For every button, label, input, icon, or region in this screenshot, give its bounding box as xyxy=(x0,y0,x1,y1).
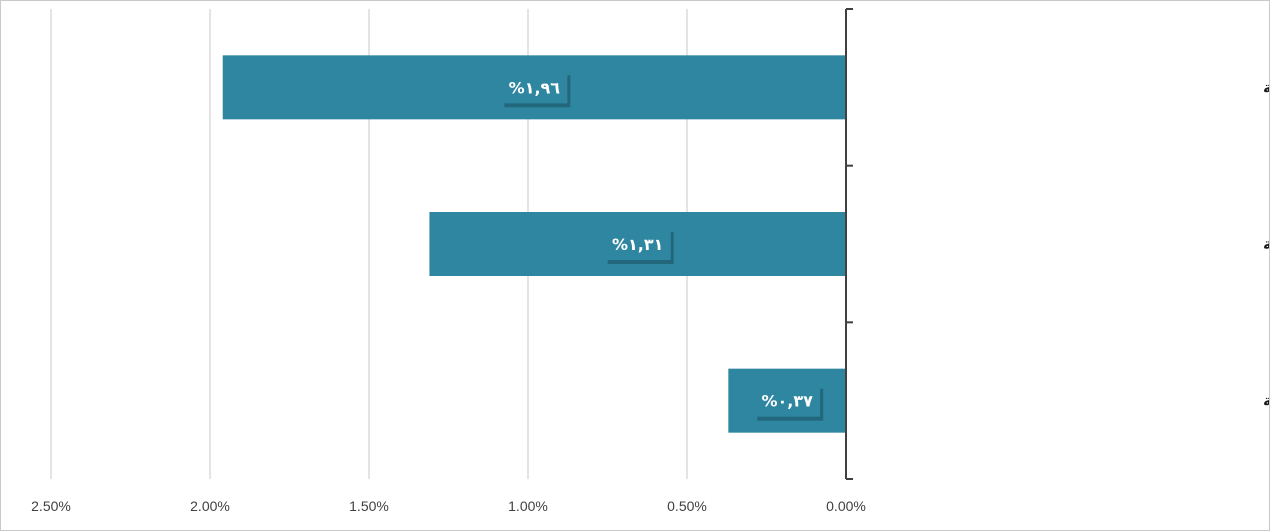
data-label-text: %١,٣١ xyxy=(612,235,663,254)
x-tick-label: 0.00% xyxy=(826,498,866,514)
x-tick-label: 0.50% xyxy=(667,498,707,514)
data-label-text: %١,٩٦ xyxy=(509,78,561,97)
category-labels: تجارة التجزئة، باستثناء المركبات ذات الم… xyxy=(1263,78,1269,409)
data-label: %١,٩٦ xyxy=(501,71,571,108)
x-tick-label: 2.00% xyxy=(190,498,230,514)
data-label-box xyxy=(604,228,671,260)
x-tick-label: 1.00% xyxy=(508,498,548,514)
data-label-box xyxy=(754,384,821,417)
x-tick-label: 1.50% xyxy=(349,498,389,514)
bars: %١,٩٦ %١,٣١ %٠,٣٧ xyxy=(222,55,847,433)
category-label: تجارة التجزئة، باستثناء المركبات ذات الم… xyxy=(1263,78,1269,96)
data-label-box xyxy=(501,71,568,104)
category-label: تجارة الجملة، باستثناء المركبات ذات المح… xyxy=(1263,235,1269,253)
category-label: بيع وإصلاح المركبات ذات المحركات والدراج… xyxy=(1263,392,1269,410)
x-axis-tick-labels: 2.50% 2.00% 1.50% 1.00% 0.50% 0.00% xyxy=(31,498,866,514)
data-label: %٠,٣٧ xyxy=(754,384,824,421)
x-tick-label: 2.50% xyxy=(31,498,71,514)
category-axis xyxy=(845,8,853,480)
data-label: %١,٣١ xyxy=(604,228,674,264)
data-label-text: %٠,٣٧ xyxy=(761,392,813,411)
